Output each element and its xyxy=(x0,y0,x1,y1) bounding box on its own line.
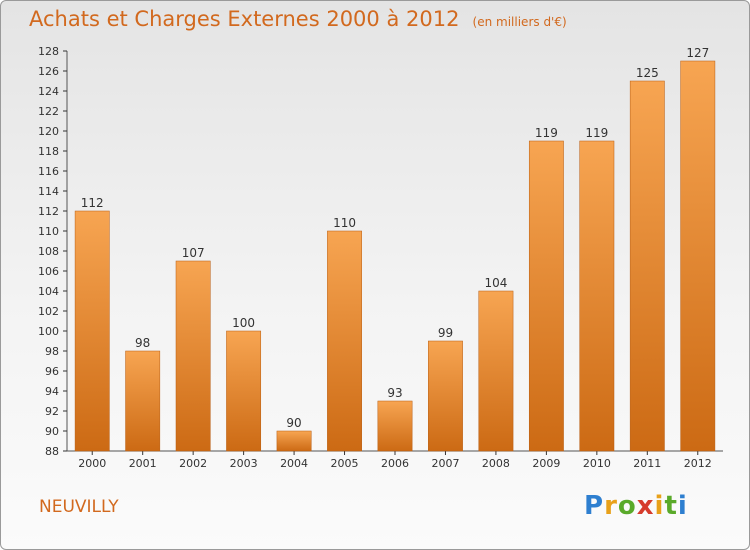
bar-value-label: 93 xyxy=(387,386,402,400)
bar-2010 xyxy=(579,140,615,452)
chart-title-text: Achats et Charges Externes 2000 à 2012 xyxy=(29,7,460,31)
chart-unit-note: (en milliers d'€) xyxy=(472,15,567,29)
x-tick-label: 2009 xyxy=(532,457,560,470)
x-tick-label: 2012 xyxy=(684,457,712,470)
bar-2012 xyxy=(680,60,716,452)
y-tick-label: 126 xyxy=(38,65,59,78)
y-tick-label: 90 xyxy=(45,425,59,438)
chart-labels: 112 2000 98 2001 107 2002 100 2003 90 2004 110 2005… xyxy=(78,46,712,470)
logo-letter: o xyxy=(617,491,637,521)
logo-letter: P xyxy=(584,491,605,521)
x-tick-label: 2003 xyxy=(230,457,258,470)
x-tick-label: 2000 xyxy=(78,457,106,470)
x-tick-label: 2002 xyxy=(179,457,207,470)
bar-value-label: 90 xyxy=(286,416,301,430)
y-tick-label: 92 xyxy=(45,405,59,418)
bar-2009 xyxy=(528,140,564,452)
logo-letter: x xyxy=(636,491,655,521)
y-tick-label: 128 xyxy=(38,45,59,58)
y-tick-label: 116 xyxy=(38,165,59,178)
x-tick-label: 2005 xyxy=(331,457,359,470)
bar-2007 xyxy=(428,340,463,452)
y-tick-label: 94 xyxy=(45,385,59,398)
chart-bars xyxy=(74,60,716,452)
x-tick-label: 2007 xyxy=(431,457,459,470)
y-tick-label: 110 xyxy=(38,225,59,238)
bar-value-label: 112 xyxy=(81,196,104,210)
bar-2001 xyxy=(125,350,161,452)
chart-title: Achats et Charges Externes 2000 à 2012 (… xyxy=(29,7,567,31)
bar-value-label: 100 xyxy=(232,316,255,330)
y-tick-label: 112 xyxy=(38,205,59,218)
chart-axes: 88 90 92 94 96 98 100 102 104 106 108 110 112 114 116 1… xyxy=(38,45,723,458)
x-tick-label: 2011 xyxy=(633,457,661,470)
bar-value-label: 98 xyxy=(135,336,150,350)
y-tick-label: 124 xyxy=(38,85,59,98)
bar-value-label: 110 xyxy=(333,216,356,230)
proxiti-logo: Proxiti xyxy=(584,491,688,521)
bar-2002 xyxy=(175,260,211,452)
bar-value-label: 125 xyxy=(636,66,659,80)
x-tick-label: 2001 xyxy=(129,457,157,470)
bar-value-label: 107 xyxy=(182,246,205,260)
x-tick-label: 2008 xyxy=(482,457,510,470)
logo-letter: i xyxy=(677,491,688,521)
bar-value-label: 119 xyxy=(535,126,558,140)
y-tick-label: 118 xyxy=(38,145,59,158)
bar-2011 xyxy=(629,80,665,452)
bar-2000 xyxy=(74,210,110,452)
bar-value-label: 99 xyxy=(438,326,453,340)
x-tick-label: 2010 xyxy=(583,457,611,470)
bar-2008 xyxy=(478,290,514,452)
y-tick-label: 100 xyxy=(38,325,59,338)
y-tick-label: 114 xyxy=(38,185,59,198)
bar-2003 xyxy=(226,330,262,452)
bar-2004 xyxy=(276,430,312,452)
y-tick-label: 102 xyxy=(38,305,59,318)
y-tick-label: 96 xyxy=(45,365,59,378)
y-tick-label: 88 xyxy=(45,445,59,458)
y-tick-label: 106 xyxy=(38,265,59,278)
logo-letter: t xyxy=(664,491,678,521)
logo-letter: r xyxy=(604,491,618,521)
y-tick-label: 98 xyxy=(45,345,59,358)
y-tick-label: 120 xyxy=(38,125,59,138)
x-tick-label: 2006 xyxy=(381,457,409,470)
commune-name: NEUVILLY xyxy=(39,497,119,517)
x-tick-label: 2004 xyxy=(280,457,308,470)
y-tick-label: 122 xyxy=(38,105,59,118)
bar-value-label: 104 xyxy=(484,276,507,290)
y-tick-label: 108 xyxy=(38,245,59,258)
logo-letter: i xyxy=(654,491,665,521)
y-tick-label: 104 xyxy=(38,285,59,298)
bar-value-label: 127 xyxy=(686,46,709,60)
bar-2006 xyxy=(377,400,413,452)
bar-2005 xyxy=(327,230,362,452)
bar-value-label: 119 xyxy=(585,126,608,140)
